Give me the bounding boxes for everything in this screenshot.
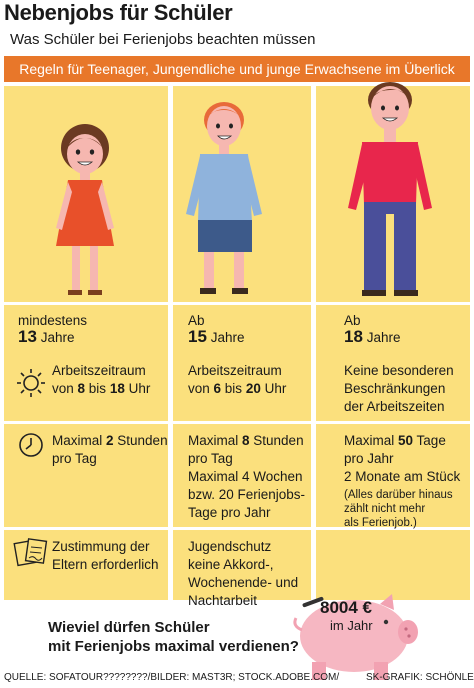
age-unit-15: Jahre xyxy=(210,330,245,345)
age-number-18: 18 xyxy=(344,327,363,346)
max-time-18-line2: pro Jahr xyxy=(344,451,394,466)
max-earnings-amount: 8004 € xyxy=(320,598,372,617)
work-window-13-pre: von xyxy=(52,381,78,396)
work-window-18-line2: Beschränkungen xyxy=(344,381,446,396)
row-divider-age xyxy=(4,302,470,305)
work-window-18-line3: der Arbeitszeiten xyxy=(344,399,445,414)
earnings-question-line1: Wieviel dürfen Schüler xyxy=(48,619,210,636)
work-window-13-line2: von 8 bis 18 Uhr xyxy=(52,380,150,398)
age-prefix-18: Ab xyxy=(344,313,361,328)
age-number-13: 13 xyxy=(18,327,37,346)
graphic-credit: SK-GRAFIK: SCHÖNLEIN xyxy=(366,672,474,683)
max-time-13-line2: pro Tag xyxy=(52,451,97,466)
max-time-18-line1: Maximal 50 Tage xyxy=(344,432,446,450)
max-time-13-line1: Maximal 2 Stunden xyxy=(52,432,168,450)
document-icon xyxy=(13,538,48,567)
note-15-line3: Wochenende- und xyxy=(188,575,299,590)
sun-icon xyxy=(17,369,45,397)
work-window-15-mid: bis xyxy=(221,381,246,396)
girl-figure xyxy=(56,124,114,295)
note-15-line2: keine Akkord-, xyxy=(188,557,274,572)
section-banner: Regeln für Teenager, Jungendliche und ju… xyxy=(4,56,470,82)
work-window-13-line1: Arbeitszeitraum xyxy=(52,363,146,378)
max-time-18-value: 50 xyxy=(398,433,414,448)
max-time-15-line4: bzw. 20 Ferienjobs- xyxy=(188,487,306,502)
page-subtitle: Was Schüler bei Ferienjobs beachten müss… xyxy=(10,31,316,48)
page-title: Nebenjobs für Schüler xyxy=(4,0,233,25)
max-time-15-value: 8 xyxy=(242,433,250,448)
work-window-13-to: 18 xyxy=(109,381,125,396)
max-time-15-line1: Maximal 8 Stunden xyxy=(188,432,304,450)
max-time-15-pre: Maximal xyxy=(188,433,243,448)
age-prefix-13: mindestens xyxy=(18,313,88,328)
age-label-15: 15 Jahre xyxy=(188,328,244,347)
piggy-bank-icon xyxy=(293,594,418,680)
note-15-line4: Nachtarbeit xyxy=(188,593,258,608)
work-window-15-pre: von xyxy=(188,381,214,396)
age-unit-18: Jahre xyxy=(366,330,401,345)
note-13-line1: Zustimmung der xyxy=(52,539,150,554)
max-time-18-pre: Maximal xyxy=(344,433,399,448)
work-window-18-line1: Keine besonderen xyxy=(344,363,454,378)
boy-figure xyxy=(186,102,262,294)
row-divider-time xyxy=(4,421,470,424)
max-time-13-value: 2 xyxy=(106,433,114,448)
work-window-13-mid: bis xyxy=(85,381,110,396)
max-time-13-pre: Maximal xyxy=(52,433,107,448)
max-time-18-post: Tage xyxy=(413,433,446,448)
max-earnings-period: im Jahr xyxy=(330,618,373,633)
earnings-question-line2: mit Ferienjobs maximal verdienen? xyxy=(48,638,299,655)
max-time-15-line2: pro Tag xyxy=(188,451,233,466)
work-window-13-from: 8 xyxy=(77,381,86,396)
row-divider-notes xyxy=(4,527,470,530)
work-window-15-line1: Arbeitszeitraum xyxy=(188,363,282,378)
note-13-line2: Eltern erforderlich xyxy=(52,557,159,572)
max-time-15-line3: Maximal 4 Wochen xyxy=(188,469,303,484)
man-figure xyxy=(348,82,432,296)
age-number-15: 15 xyxy=(188,327,207,346)
age-label-13: 13 Jahre xyxy=(18,328,74,347)
note-15-line1: Jugendschutz xyxy=(188,539,272,554)
clock-icon xyxy=(19,433,43,457)
max-time-13-post: Stunden xyxy=(113,433,168,448)
source-credit: QUELLE: SOFATOUR????????/BILDER: MAST3R;… xyxy=(4,672,340,683)
max-time-15-post: Stunden xyxy=(249,433,304,448)
max-time-18-note3: als Ferienjob.) xyxy=(344,517,417,529)
max-time-15-line5: Tage pro Jahr xyxy=(188,505,271,520)
earnings-question: Wieviel dürfen Schüler mit Ferienjobs ma… xyxy=(48,618,299,656)
work-window-15-from: 6 xyxy=(213,381,222,396)
work-window-13-post: Uhr xyxy=(124,381,151,396)
work-window-15-to: 20 xyxy=(245,381,261,396)
age-label-18: 18 Jahre xyxy=(344,328,400,347)
work-window-15-post: Uhr xyxy=(260,381,287,396)
age-prefix-15: Ab xyxy=(188,313,205,328)
max-time-18-note1: (Alles darüber hinaus xyxy=(344,489,453,501)
max-time-18-note2: zählt nicht mehr xyxy=(344,503,426,515)
work-window-15-line2: von 6 bis 20 Uhr xyxy=(188,380,286,398)
age-unit-13: Jahre xyxy=(40,330,75,345)
max-time-18-line3: 2 Monate am Stück xyxy=(344,469,461,484)
